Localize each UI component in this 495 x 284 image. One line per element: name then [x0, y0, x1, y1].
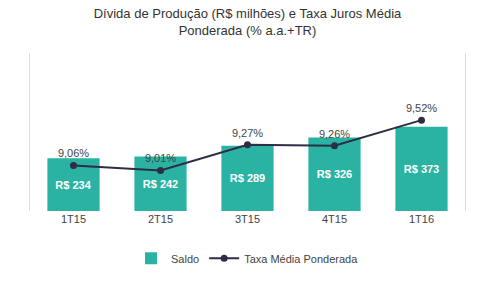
svg-text:R$ 373: R$ 373 — [404, 163, 439, 175]
svg-text:9,26%: 9,26% — [319, 128, 350, 140]
svg-text:R$ 242: R$ 242 — [143, 178, 178, 190]
svg-text:Taxa Média Ponderada: Taxa Média Ponderada — [244, 253, 358, 265]
svg-text:R$ 234: R$ 234 — [55, 179, 91, 191]
svg-text:9,06%: 9,06% — [58, 147, 89, 159]
svg-text:9,27%: 9,27% — [232, 127, 263, 139]
svg-text:Dívida de Produção (R$ milhões: Dívida de Produção (R$ milhões) e Taxa J… — [94, 6, 402, 38]
svg-text:3T15: 3T15 — [235, 213, 260, 225]
svg-text:R$ 289: R$ 289 — [230, 172, 265, 184]
svg-text:9,01%: 9,01% — [145, 152, 176, 164]
svg-text:2T15: 2T15 — [148, 213, 173, 225]
svg-text:9,52%: 9,52% — [406, 102, 437, 114]
svg-text:1T15: 1T15 — [61, 213, 86, 225]
svg-text:4T15: 4T15 — [322, 213, 347, 225]
svg-text:Saldo: Saldo — [171, 253, 199, 265]
svg-text:R$ 326: R$ 326 — [317, 168, 352, 180]
svg-text:1T16: 1T16 — [409, 213, 434, 225]
